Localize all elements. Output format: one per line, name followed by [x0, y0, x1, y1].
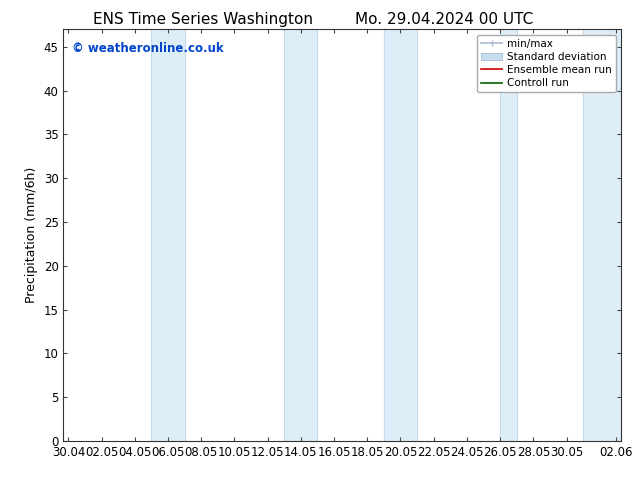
Bar — [152, 29, 184, 441]
Text: Mo. 29.04.2024 00 UTC: Mo. 29.04.2024 00 UTC — [354, 12, 533, 27]
Bar — [384, 29, 417, 441]
Text: ENS Time Series Washington: ENS Time Series Washington — [93, 12, 313, 27]
Bar — [583, 29, 633, 441]
Bar — [500, 29, 517, 441]
Legend: min/max, Standard deviation, Ensemble mean run, Controll run: min/max, Standard deviation, Ensemble me… — [477, 35, 616, 92]
Text: © weatheronline.co.uk: © weatheronline.co.uk — [72, 42, 223, 55]
Y-axis label: Precipitation (mm/6h): Precipitation (mm/6h) — [25, 167, 38, 303]
Bar — [284, 29, 318, 441]
